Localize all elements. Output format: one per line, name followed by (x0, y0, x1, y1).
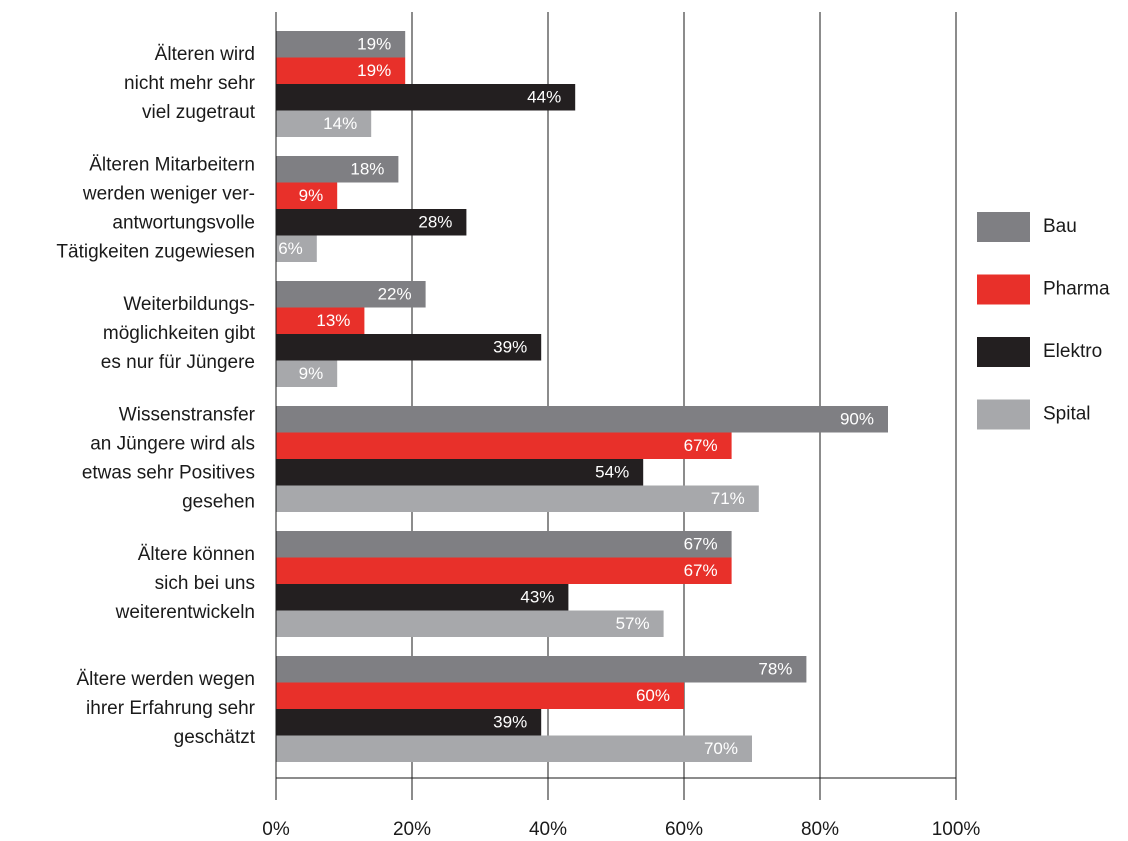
value-label: 44% (527, 88, 561, 107)
value-label: 90% (840, 410, 874, 429)
legend-label: Elektro (1043, 341, 1102, 362)
category-label: es nur für Jüngere (101, 352, 255, 373)
bar (276, 307, 365, 334)
x-tick-label: 80% (801, 819, 839, 840)
value-label: 13% (316, 311, 350, 330)
bar (276, 235, 317, 262)
bar (276, 531, 732, 558)
value-label: 19% (357, 35, 391, 54)
value-label: 18% (350, 160, 384, 179)
bar (276, 156, 399, 183)
value-label: 60% (636, 686, 670, 705)
bar (276, 682, 684, 709)
legend-label: Pharma (1043, 279, 1110, 300)
bar (276, 57, 406, 84)
bar (276, 281, 426, 308)
category-label: antwortungsvolle (112, 213, 255, 234)
category-label: Älteren Mitarbeitern (89, 155, 255, 176)
legend-swatch (977, 274, 1030, 305)
bar (276, 31, 406, 58)
value-label: 43% (520, 588, 554, 607)
category-label: geschätzt (174, 727, 256, 748)
value-label: 14% (323, 114, 357, 133)
value-label: 9% (299, 364, 324, 383)
legend-swatch (977, 399, 1030, 430)
legend-swatch (977, 212, 1030, 242)
category-label: Wissenstransfer (119, 405, 256, 426)
bar (276, 406, 888, 433)
value-label: 54% (595, 463, 629, 482)
value-label: 19% (357, 61, 391, 80)
value-label: 39% (493, 713, 527, 732)
category-label: Tätigkeiten zugewiesen (56, 242, 255, 263)
value-label: 67% (684, 535, 718, 554)
value-label: 67% (684, 561, 718, 580)
value-label: 9% (299, 186, 324, 205)
legend-label: Spital (1043, 404, 1091, 425)
value-label: 70% (704, 739, 738, 758)
category-label: viel zugetraut (142, 102, 256, 123)
x-tick-label: 100% (932, 819, 981, 840)
bar (276, 334, 542, 361)
value-label: 22% (378, 285, 412, 304)
bar (276, 360, 338, 387)
category-label: sich bei uns (155, 573, 255, 594)
category-label: an Jüngere wird als (90, 434, 255, 455)
category-label: Ältere können (138, 544, 255, 565)
bar (276, 709, 542, 736)
value-label: 78% (758, 660, 792, 679)
value-label: 57% (616, 614, 650, 633)
legend-label: Bau (1043, 216, 1077, 237)
bar (276, 432, 732, 459)
bar (276, 209, 467, 236)
value-label: 71% (711, 489, 745, 508)
bar (276, 459, 644, 486)
category-label: Ältere werden wegen (77, 669, 256, 690)
category-label: gesehen (182, 492, 255, 513)
value-label: 39% (493, 338, 527, 357)
bar (276, 735, 752, 762)
category-label: weiterentwickeln (115, 602, 255, 623)
x-tick-label: 0% (262, 819, 290, 840)
legend-swatch (977, 337, 1030, 367)
x-tick-label: 60% (665, 819, 703, 840)
category-label: ihrer Erfahrung sehr (86, 698, 256, 719)
value-label: 28% (418, 213, 452, 232)
bar (276, 610, 664, 637)
category-label: Älteren wird (155, 44, 255, 65)
bar (276, 584, 569, 611)
bar (276, 84, 576, 111)
category-label: nicht mehr sehr (124, 73, 256, 94)
x-tick-label: 20% (393, 819, 431, 840)
bar (276, 110, 372, 137)
category-label: werden weniger ver- (82, 184, 255, 205)
category-label: Weiterbildungs- (123, 294, 255, 315)
x-tick-label: 40% (529, 819, 567, 840)
category-label: möglichkeiten gibt (103, 323, 256, 344)
value-label: 67% (684, 436, 718, 455)
category-label: etwas sehr Positives (82, 463, 255, 484)
bar (276, 182, 338, 209)
bar (276, 656, 807, 683)
bar (276, 485, 759, 512)
bar (276, 557, 732, 584)
value-label: 6% (278, 239, 303, 258)
